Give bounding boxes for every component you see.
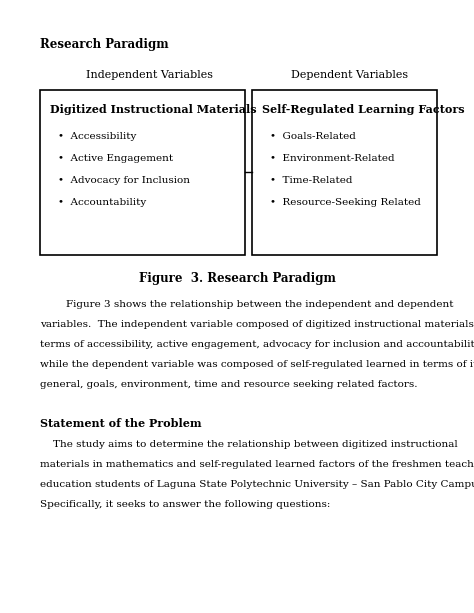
Text: materials in mathematics and self-regulated learned factors of the freshmen teac: materials in mathematics and self-regula…	[40, 460, 474, 469]
Text: •  Resource-Seeking Related: • Resource-Seeking Related	[270, 198, 421, 207]
Text: •  Goals-Related: • Goals-Related	[270, 132, 356, 141]
Text: Self-Regulated Learning Factors: Self-Regulated Learning Factors	[262, 104, 465, 115]
Text: •  Advocacy for Inclusion: • Advocacy for Inclusion	[58, 176, 190, 185]
Bar	[252, 90, 437, 255]
Text: •  Environment-Related: • Environment-Related	[270, 154, 395, 163]
Text: •  Accountability: • Accountability	[58, 198, 146, 207]
Text: Figure 3 shows the relationship between the independent and dependent: Figure 3 shows the relationship between …	[40, 300, 454, 309]
Text: Specifically, it seeks to answer the following questions:: Specifically, it seeks to answer the fol…	[40, 500, 330, 509]
Bar	[40, 90, 245, 255]
Text: variables.  The independent variable composed of digitized instructional materia: variables. The independent variable comp…	[40, 320, 474, 329]
Text: terms of accessibility, active engagement, advocacy for inclusion and accountabi: terms of accessibility, active engagemen…	[40, 340, 474, 349]
Text: Statement of the Problem: Statement of the Problem	[40, 418, 201, 429]
Text: •  Time-Related: • Time-Related	[270, 176, 353, 185]
Text: Research Paradigm: Research Paradigm	[40, 38, 169, 51]
Text: Digitized Instructional Materials: Digitized Instructional Materials	[50, 104, 256, 115]
Text: Independent Variables: Independent Variables	[86, 70, 213, 80]
Text: Figure  3. Research Paradigm: Figure 3. Research Paradigm	[138, 272, 336, 285]
Text: The study aims to determine the relationship between digitized instructional: The study aims to determine the relation…	[40, 440, 458, 449]
Text: while the dependent variable was composed of self-regulated learned in terms of : while the dependent variable was compose…	[40, 360, 474, 369]
Text: •  Active Engagement: • Active Engagement	[58, 154, 173, 163]
Text: Dependent Variables: Dependent Variables	[292, 70, 409, 80]
Text: education students of Laguna State Polytechnic University – San Pablo City Campu: education students of Laguna State Polyt…	[40, 480, 474, 489]
Text: •  Accessibility: • Accessibility	[58, 132, 137, 141]
Text: general, goals, environment, time and resource seeking related factors.: general, goals, environment, time and re…	[40, 380, 418, 389]
